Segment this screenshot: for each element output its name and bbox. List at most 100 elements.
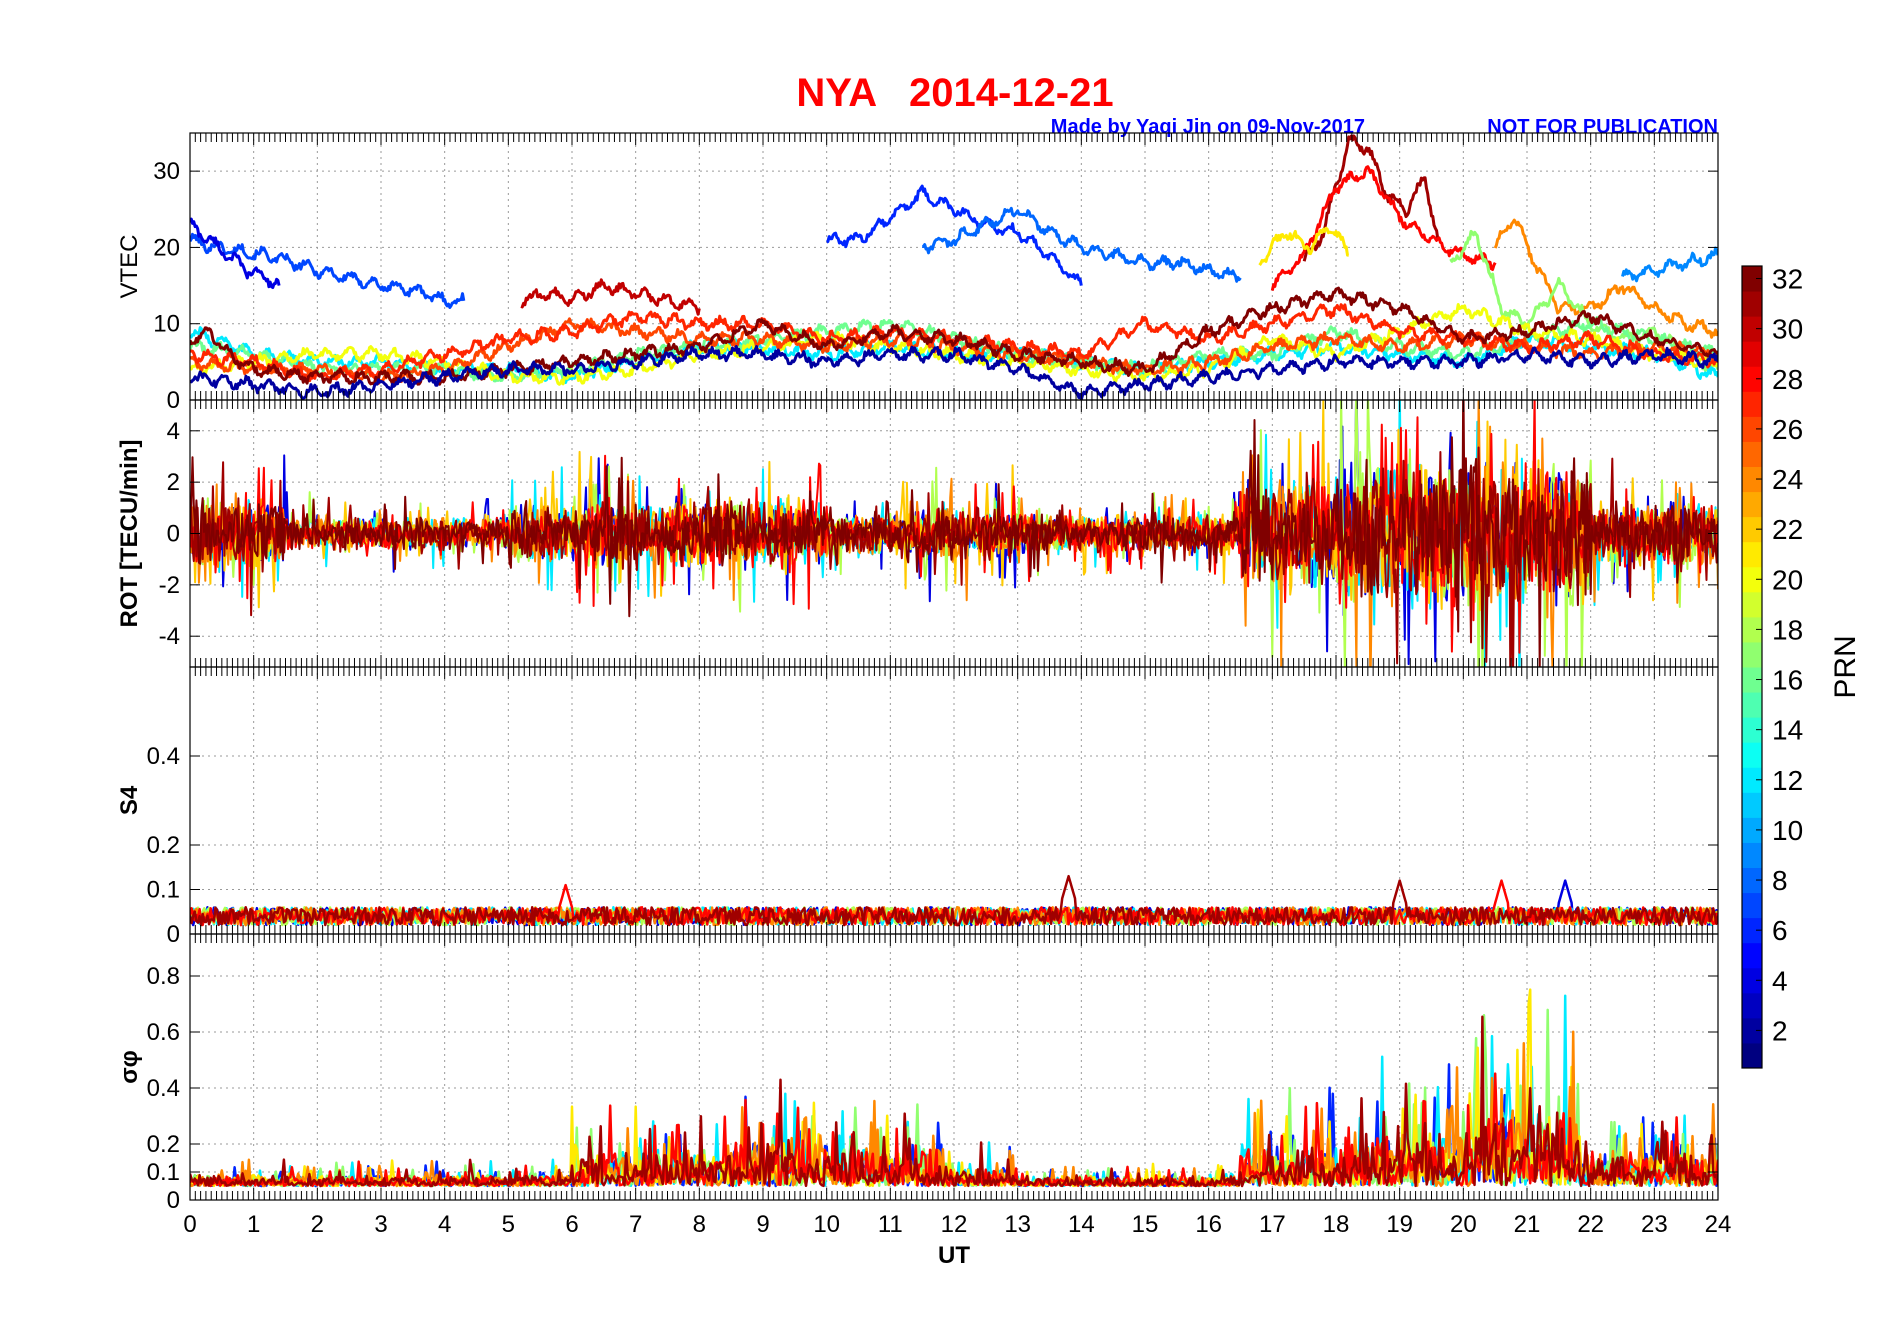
panel-s4: 0 0.1 0.2 0.4S4 xyxy=(116,666,1719,948)
x-tick-label: 13 xyxy=(1004,1211,1031,1238)
colorbar-tick-label: 6 xyxy=(1772,915,1788,946)
y-tick-label: 10 xyxy=(153,311,180,338)
x-tick-label: 24 xyxy=(1705,1211,1732,1238)
x-ticks-s4 xyxy=(189,667,1719,934)
x-tick-label: 7 xyxy=(629,1211,642,1238)
x-ticks-rot xyxy=(189,400,1719,667)
colorbar-tick-label: 12 xyxy=(1772,765,1803,796)
y-tick-label: 0.8 xyxy=(147,963,180,990)
colorbar-cell xyxy=(1742,742,1762,768)
x-tick-label: 0 xyxy=(183,1211,196,1238)
colorbar-cell xyxy=(1742,641,1762,668)
colorbar-cell xyxy=(1742,541,1762,568)
colorbar-cell xyxy=(1742,667,1762,693)
vtec-series-prn-6 xyxy=(826,184,1083,286)
y-tick-label: 0 xyxy=(167,521,180,548)
x-tick-label: 22 xyxy=(1577,1211,1604,1238)
colorbar-tick-label: 16 xyxy=(1772,665,1803,696)
colorbar-frame xyxy=(1741,265,1763,1069)
x-tick-label: 18 xyxy=(1323,1211,1350,1238)
colorbar-cell xyxy=(1742,441,1762,467)
y-tick-label: 0 xyxy=(167,921,180,948)
vtec-series-prn-8 xyxy=(921,206,1242,283)
panel-sigma: 00.10.2 0.4 0.6 0.8 σφ xyxy=(116,933,1719,1214)
colorbar-cell xyxy=(1742,717,1762,743)
colorbar-cell xyxy=(1742,942,1762,969)
vtec-series-prn-2 xyxy=(190,345,1718,400)
colorbar-cell xyxy=(1742,817,1762,843)
vtec-series-prn-28 xyxy=(1270,165,1497,291)
colorbar-tick-label: 20 xyxy=(1772,564,1803,595)
x-tick-label: 1 xyxy=(247,1211,260,1238)
y-tick-label: 0.1 xyxy=(147,877,180,904)
x-tick-label: 14 xyxy=(1068,1211,1095,1238)
colorbar-cell xyxy=(1742,366,1762,392)
colorbar-tick-label: 32 xyxy=(1772,264,1803,295)
x-tick-label: 10 xyxy=(813,1211,840,1238)
colorbar-cell xyxy=(1742,591,1762,618)
y-axis-label-s4: S4 xyxy=(116,785,143,815)
colorbar-cell xyxy=(1742,867,1762,894)
colorbar-tick-label: 2 xyxy=(1772,1015,1788,1046)
vtec-series-prn-4 xyxy=(190,217,281,289)
colorbar-tick-label: 28 xyxy=(1772,364,1803,395)
y-axis-vtec: 0 10 20 30 xyxy=(153,158,1718,414)
series-sigma xyxy=(190,988,1718,1188)
x-tick-label: 11 xyxy=(878,1211,903,1238)
colorbar-cell xyxy=(1742,316,1762,342)
colorbar-cell xyxy=(1742,291,1762,317)
series-rot xyxy=(190,400,1718,667)
vtec-series-prn-31 xyxy=(1302,134,1440,262)
x-tick-label: 21 xyxy=(1514,1211,1541,1238)
x-tick-label: 3 xyxy=(374,1211,387,1238)
x-axis-label: UT xyxy=(938,1242,970,1269)
y-tick-label: 0.4 xyxy=(147,1075,180,1102)
y-tick-label: 0.2 xyxy=(147,1131,180,1158)
x-tick-label: 15 xyxy=(1132,1211,1159,1238)
colorbar-cell xyxy=(1742,616,1762,643)
y-tick-label: 0.1 xyxy=(147,1159,180,1186)
colorbar-cell xyxy=(1742,516,1762,543)
colorbar-tick-label: 30 xyxy=(1772,314,1803,345)
y-axis-label-vtec: VTEC xyxy=(116,234,143,298)
colorbar-cell xyxy=(1742,466,1762,493)
y-axis-label-sigma: σφ xyxy=(116,1050,143,1084)
colorbar-cell xyxy=(1742,967,1762,994)
vtec-series-prn-24 xyxy=(1493,218,1718,339)
x-tick-label: 19 xyxy=(1386,1211,1413,1238)
y-axis-s4: 0 0.1 0.2 0.4 xyxy=(147,743,1718,948)
colorbar-cell xyxy=(1742,692,1762,718)
y-tick-label: -2 xyxy=(159,572,180,599)
colorbar-cell xyxy=(1742,266,1762,292)
vtec-series-prn-32 xyxy=(190,286,1718,386)
x-tick-labels: 0 1 2 3 4 5 6 7 8 9 10 11 12 13 14 15 16 17 18 19 20 21 22 23 24 xyxy=(183,1211,1731,1238)
x-tick-label: 4 xyxy=(438,1211,451,1238)
panel-vtec: 0 10 20 30 VTEC xyxy=(116,132,1719,414)
y-axis-label-rot: ROT [TECU/min] xyxy=(116,440,143,628)
colorbar-cell xyxy=(1742,1042,1762,1069)
y-axis-sigma: 00.10.2 0.4 0.6 0.8 xyxy=(147,963,1718,1214)
y-tick-label: 0 xyxy=(167,1187,180,1214)
colorbar-cell xyxy=(1742,917,1762,944)
colorbar-cell xyxy=(1742,1017,1762,1044)
colorbar-cell xyxy=(1742,341,1762,367)
series-vtec xyxy=(190,134,1718,400)
vtec-series-prn-30 xyxy=(520,278,701,316)
colorbar-cell xyxy=(1742,391,1762,417)
x-tick-label: 9 xyxy=(756,1211,769,1238)
credit-text: Made by Yaqi Jin on 09-Nov-2017 xyxy=(1051,116,1365,138)
colorbar-cell xyxy=(1742,491,1762,518)
sigma-series-prn-31 xyxy=(190,1015,1718,1188)
x-tick-label: 5 xyxy=(502,1211,515,1238)
y-tick-label: 2 xyxy=(167,469,180,496)
x-ticks-sigma xyxy=(189,934,1719,1200)
colorbar-cell xyxy=(1742,767,1762,793)
x-tick-label: 16 xyxy=(1195,1211,1222,1238)
x-tick-label: 23 xyxy=(1641,1211,1668,1238)
x-tick-label: 12 xyxy=(941,1211,968,1238)
colorbar-tick-label: 8 xyxy=(1772,865,1788,896)
colorbar-tick-label: 22 xyxy=(1772,514,1803,545)
x-tick-label: 20 xyxy=(1450,1211,1477,1238)
x-tick-label: 17 xyxy=(1259,1211,1286,1238)
